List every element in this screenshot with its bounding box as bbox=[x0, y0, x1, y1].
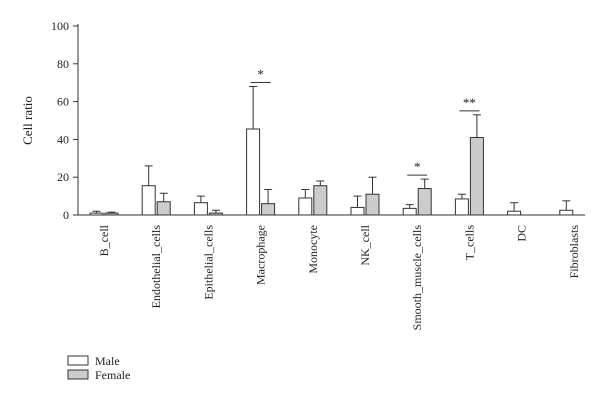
bar-male-Endothelial_cells bbox=[141, 185, 156, 216]
y-tick-label: 0 bbox=[63, 208, 69, 222]
y-tick-label: 100 bbox=[51, 19, 69, 33]
y-tick-label: 40 bbox=[57, 132, 69, 146]
bar-female-Smooth_muscle_cells bbox=[417, 188, 432, 216]
bar-female-T_cells bbox=[469, 137, 484, 216]
significance-marker: * bbox=[414, 159, 421, 174]
y-tick-label: 80 bbox=[57, 57, 69, 71]
x-category-label: B_cell bbox=[97, 224, 111, 256]
bar-female-B_cell bbox=[104, 212, 119, 216]
bar-male-NK_cell bbox=[350, 206, 365, 216]
bar-male-DC bbox=[507, 210, 522, 216]
x-category-label: NK_cell bbox=[358, 224, 372, 265]
legend-label: Female bbox=[95, 368, 130, 382]
x-category-label: Endothelial_cells bbox=[149, 225, 163, 309]
bar-male-Epithelial_cells bbox=[193, 202, 208, 216]
bar-male-Fibroblasts bbox=[559, 209, 574, 216]
x-category-label: Epithelial_cells bbox=[201, 225, 215, 300]
bar-female-Macrophage bbox=[261, 203, 276, 216]
bar-female-Monocyte bbox=[313, 185, 328, 216]
x-category-label: Macrophage bbox=[254, 225, 268, 285]
x-category-label: T_cells bbox=[462, 225, 476, 261]
significance-marker: ** bbox=[463, 95, 476, 110]
bar-female-Endothelial_cells bbox=[156, 201, 171, 216]
x-category-label: Fibroblasts bbox=[567, 225, 581, 279]
legend-label: Male bbox=[95, 354, 120, 368]
significance-marker: * bbox=[257, 66, 264, 81]
bar-male-Macrophage bbox=[246, 128, 261, 216]
bar-male-Smooth_muscle_cells bbox=[402, 207, 417, 216]
y-tick-label: 60 bbox=[57, 95, 69, 109]
x-category-label: Smooth_muscle_cells bbox=[410, 225, 424, 331]
y-tick-label: 20 bbox=[57, 170, 69, 184]
bar-female-Epithelial_cells bbox=[208, 212, 223, 216]
legend-swatch-male bbox=[67, 355, 89, 366]
bar-male-Monocyte bbox=[298, 197, 313, 216]
bar-female-NK_cell bbox=[365, 193, 380, 216]
bar-male-T_cells bbox=[454, 198, 469, 216]
x-category-label: DC bbox=[515, 225, 529, 242]
y-axis-title: Cell ratio bbox=[20, 96, 35, 145]
x-category-label: Monocyte bbox=[306, 225, 320, 274]
legend-swatch-female bbox=[67, 369, 89, 380]
bar-male-B_cell bbox=[89, 212, 104, 216]
